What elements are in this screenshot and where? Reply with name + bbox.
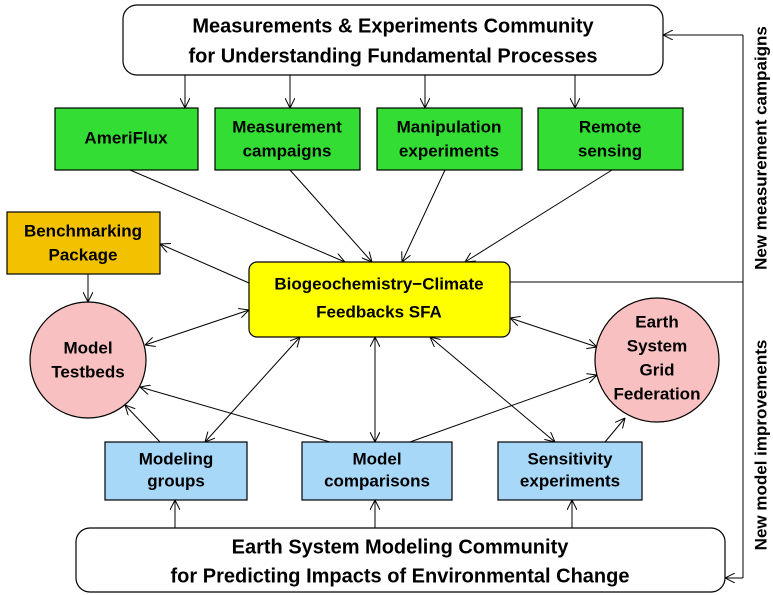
circle-text: Testbeds [51,362,124,381]
model-box [104,441,248,501]
testbeds-circle [29,301,147,419]
box-text: Model [352,449,401,468]
esgf-circle [594,297,720,423]
center-text: Feedbacks SFA [316,302,442,321]
model-box [301,441,453,501]
circle-text: Federation [614,384,701,403]
circle-text: Grid [640,360,675,379]
measurement-box [376,107,523,171]
box-text: Modeling [139,449,214,468]
box-text: Measurement [232,117,342,136]
box-text: AmeriFlux [84,128,168,147]
measurement-box [214,107,361,171]
circle-text: Earth [635,312,678,331]
bottom-box-text: Earth System Modeling Community [232,536,570,558]
box-text: Benchmarking [24,221,142,240]
center-box [248,261,511,338]
box-text: groups [147,471,205,490]
circle-text: Model [63,338,112,357]
box-text: experiments [399,141,499,160]
side-label: New measurement campaigns [751,26,770,270]
box-text: comparisons [324,471,430,490]
circle-text: System [627,336,687,355]
box-text: campaigns [243,141,332,160]
side-label: New model improvements [751,340,770,551]
box-text: experiments [520,471,620,490]
box-text: sensing [578,141,642,160]
connectors [88,35,744,578]
measurement-box [54,107,199,171]
top-box-text: for Understanding Fundamental Processes [189,45,598,67]
center-text: Biogeochemistry−Climate [274,274,483,293]
benchmarking-box [6,211,161,275]
bottom-box [75,527,726,593]
box-text: Package [49,245,118,264]
box-text: Manipulation [397,117,502,136]
model-box [497,441,643,501]
top-box [122,4,664,76]
measurement-box [537,107,684,171]
box-text: Remote [579,117,641,136]
box-text: Sensitivity [527,449,613,468]
top-box-text: Measurements & Experiments Community [192,15,594,37]
bottom-box-text: for Predicting Impacts of Environmental … [171,565,630,587]
